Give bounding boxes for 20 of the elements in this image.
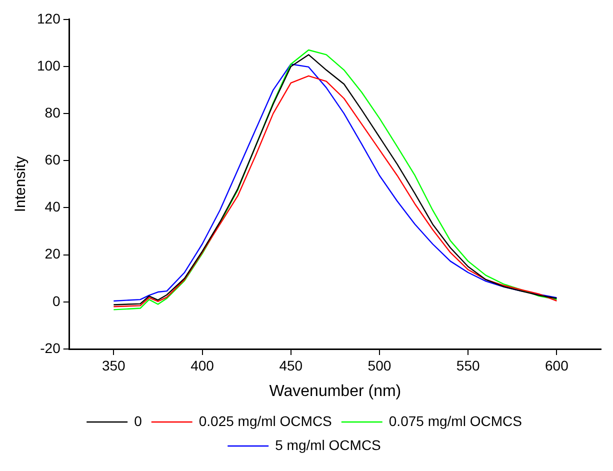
y-tick-label: 100 <box>37 57 61 74</box>
x-tick-label: 450 <box>279 357 303 374</box>
legend-label: 5 mg/ml OCMCS <box>275 436 381 453</box>
x-axis-title: Wavenumber (nm) <box>269 382 402 400</box>
y-tick-label: 60 <box>44 152 61 168</box>
y-axis-title: Intensity <box>12 156 30 212</box>
x-tick-label: 500 <box>368 357 392 374</box>
x-tick-label: 600 <box>545 357 569 374</box>
y-tick-label: -20 <box>40 340 61 356</box>
legend-label: 0.075 mg/ml OCMCS <box>388 412 522 429</box>
x-tick-label: 400 <box>190 357 214 374</box>
legend-label: 0 <box>134 412 142 429</box>
y-tick-label: 0 <box>52 292 61 309</box>
x-tick-label: 350 <box>102 357 126 374</box>
legend-label: 0.025 mg/ml OCMCS <box>198 412 332 429</box>
x-tick-label: 550 <box>456 357 480 374</box>
y-tick-label: 40 <box>44 198 61 215</box>
y-tick-label: 80 <box>44 104 61 120</box>
y-tick-label: 120 <box>37 10 61 26</box>
y-tick-label: 20 <box>44 246 61 262</box>
